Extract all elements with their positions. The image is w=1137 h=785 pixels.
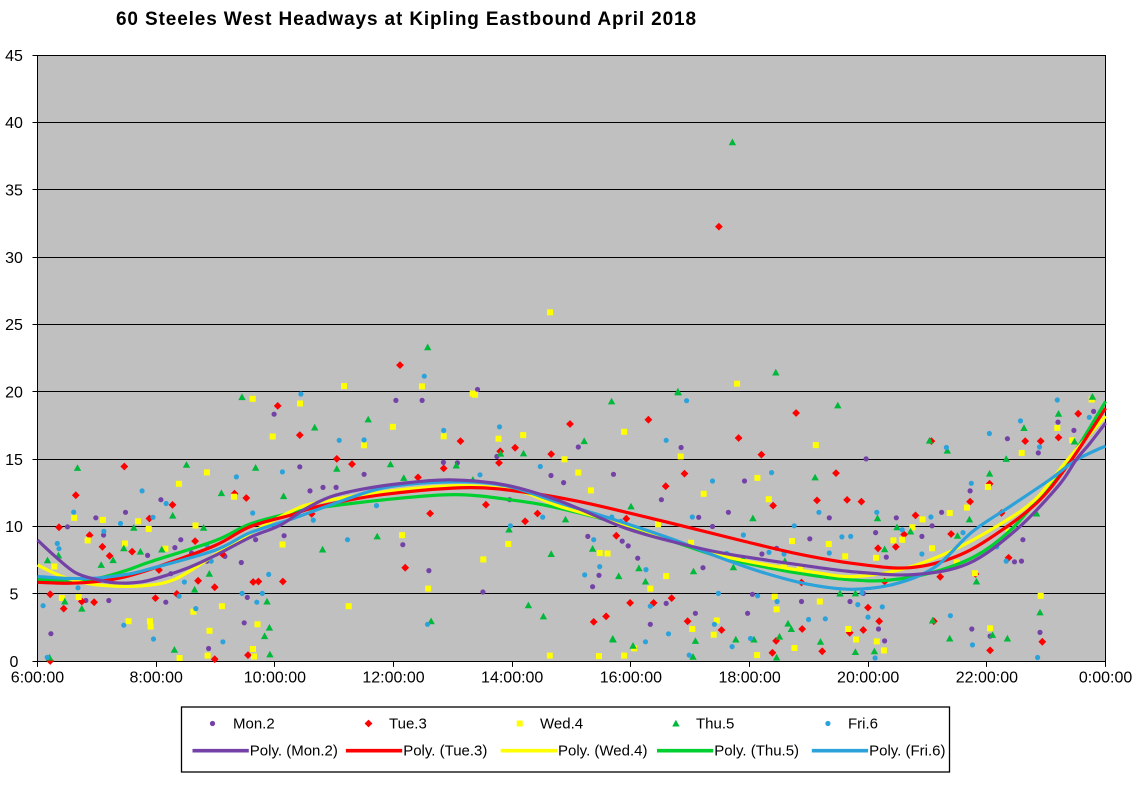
svg-text:14:00:00: 14:00:00 (481, 670, 543, 687)
svg-text:16:00:00: 16:00:00 (600, 670, 662, 687)
svg-text:30: 30 (5, 250, 23, 267)
svg-text:Poly. (Mon.2): Poly. (Mon.2) (250, 743, 338, 760)
svg-text:35: 35 (5, 183, 23, 200)
svg-text:Thu.5: Thu.5 (696, 716, 734, 733)
svg-text:12:00:00: 12:00:00 (362, 670, 424, 687)
svg-text:15: 15 (5, 452, 23, 469)
svg-text:Poly. (Tue.3): Poly. (Tue.3) (403, 743, 487, 760)
svg-text:0:00:00: 0:00:00 (1079, 670, 1132, 687)
svg-text:Poly. (Wed.4): Poly. (Wed.4) (558, 743, 647, 760)
svg-text:Wed.4: Wed.4 (540, 716, 583, 733)
svg-text:Fri.6: Fri.6 (848, 716, 878, 733)
svg-text:18:00:00: 18:00:00 (718, 670, 780, 687)
svg-text:Poly. (Thu.5): Poly. (Thu.5) (714, 743, 799, 760)
svg-text:Mon.2: Mon.2 (233, 716, 275, 733)
svg-text:22:00:00: 22:00:00 (956, 670, 1018, 687)
svg-text:20:00:00: 20:00:00 (837, 670, 899, 687)
svg-text:6:00:00: 6:00:00 (11, 670, 64, 687)
svg-text:Poly. (Fri.6): Poly. (Fri.6) (869, 743, 945, 760)
svg-text:5: 5 (10, 587, 19, 604)
svg-text:40: 40 (5, 115, 23, 132)
svg-text:10: 10 (5, 519, 23, 536)
svg-text:45: 45 (5, 48, 23, 65)
svg-text:25: 25 (5, 317, 23, 334)
svg-text:Tue.3: Tue.3 (389, 716, 427, 733)
svg-text:10:00:00: 10:00:00 (244, 670, 306, 687)
svg-text:0: 0 (10, 654, 19, 671)
svg-text:60 Steeles West Headways at Ki: 60 Steeles West Headways at Kipling East… (116, 9, 697, 30)
svg-text:8:00:00: 8:00:00 (130, 670, 183, 687)
svg-text:20: 20 (5, 385, 23, 402)
